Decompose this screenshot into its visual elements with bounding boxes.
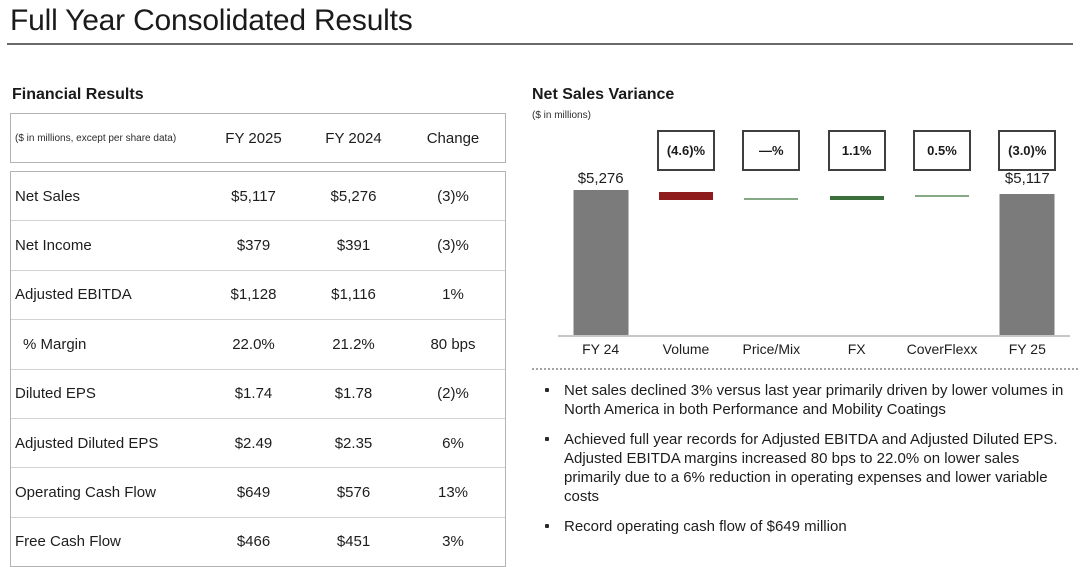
- chart-column-coverflexx: 0.5%: [899, 125, 984, 335]
- cell-fy2025: $1.74: [234, 385, 273, 403]
- net-sales-variance-heading: Net Sales Variance: [532, 86, 675, 103]
- table-row-free-cash-flow: Free Cash Flow $466 $451 3%: [11, 516, 505, 566]
- fx-variance-mark: [829, 196, 884, 200]
- cell-fy2024: $2.35: [334, 434, 373, 452]
- fy24-bar-value: $5,276: [577, 170, 624, 187]
- bullet-record-ebitda-eps: Achieved full year records for Adjusted …: [534, 430, 1076, 506]
- bullet-net-sales-decline: Net sales declined 3% versus last year p…: [534, 381, 1076, 419]
- pricemix-variance-mark: [744, 198, 799, 200]
- column-header-change: Change: [426, 129, 480, 147]
- volume-variance-mark: [658, 192, 713, 200]
- cell-fy2024: $1,116: [331, 286, 376, 304]
- row-label: Free Cash Flow: [15, 533, 121, 551]
- chart-column-volume: (4.6)%: [643, 125, 728, 335]
- chart-column-pricemix: —%: [729, 125, 814, 335]
- chart-column-fx: 1.1%: [814, 125, 899, 335]
- table-row-net-income: Net Income $379 $391 (3)%: [11, 220, 505, 269]
- cell-change: (3)%: [437, 237, 469, 255]
- coverflexx-variance-mark: [914, 195, 969, 197]
- column-header-fy2025: FY 2025: [225, 129, 282, 147]
- fy25-bar: [999, 194, 1055, 335]
- table-row-diluted-eps: Diluted EPS $1.74 $1.78 (2)%: [11, 368, 505, 418]
- cell-fy2025: $1,128: [230, 286, 277, 304]
- x-tick-volume: Volume: [662, 341, 710, 357]
- cell-fy2025: $466: [236, 533, 271, 551]
- chart-column-fy25: (3.0)% $5,117: [985, 125, 1070, 335]
- financial-table-header: ($ in millions, except per share data) F…: [10, 113, 506, 163]
- chart-column-fy24: $5,276: [558, 125, 643, 335]
- x-tick-pricemix: Price/Mix: [742, 341, 801, 357]
- cell-change: 13%: [437, 484, 469, 502]
- title-divider: [7, 43, 1073, 45]
- x-tick-fx: FX: [847, 341, 866, 357]
- row-label: Net Income: [15, 237, 92, 255]
- fy25-pct-box: (3.0)%: [998, 130, 1057, 171]
- cell-fy2025: $379: [236, 237, 271, 255]
- table-row-adjusted-ebitda: Adjusted EBITDA $1,128 $1,116 1%: [11, 269, 505, 319]
- x-tick-fy24: FY 24: [582, 341, 620, 357]
- table-row-net-sales: Net Sales $5,117 $5,276 (3)%: [11, 172, 505, 220]
- cell-change: 80 bps: [430, 335, 476, 353]
- cell-fy2025: 22.0%: [232, 335, 275, 353]
- row-label: % Margin: [23, 335, 87, 353]
- coverflexx-pct-box: 0.5%: [912, 130, 971, 171]
- bullet-record-ocf: Record operating cash flow of $649 milli…: [534, 517, 1076, 536]
- table-row-operating-cash-flow: Operating Cash Flow $649 $576 13%: [11, 467, 505, 516]
- cell-fy2024: $451: [336, 533, 371, 551]
- table-row-percent-margin: % Margin 22.0% 21.2% 80 bps: [11, 319, 505, 368]
- table-units-note: ($ in millions, except per share data): [15, 132, 177, 144]
- fy24-bar: [573, 190, 629, 335]
- x-tick-coverflexx: CoverFlexx: [906, 341, 978, 357]
- cell-change: (2)%: [437, 385, 469, 403]
- cell-fy2024: $1.78: [334, 385, 373, 403]
- column-header-fy2024: FY 2024: [325, 129, 382, 147]
- chart-x-axis-labels: FY 24 Volume Price/Mix FX CoverFlexx FY …: [558, 341, 1070, 357]
- chart-units-note: ($ in millions): [532, 110, 591, 121]
- row-label: Net Sales: [15, 187, 81, 205]
- fx-pct-box: 1.1%: [827, 130, 886, 171]
- row-label: Diluted EPS: [15, 385, 96, 403]
- financial-results-heading: Financial Results: [12, 86, 144, 103]
- row-label: Adjusted Diluted EPS: [15, 434, 159, 452]
- cell-fy2024: $5,276: [330, 187, 377, 205]
- row-label: Operating Cash Flow: [15, 484, 156, 502]
- dotted-divider: [532, 368, 1078, 370]
- cell-fy2024: $576: [336, 484, 371, 502]
- cell-change: 3%: [442, 533, 464, 551]
- row-label: Adjusted EBITDA: [15, 286, 132, 304]
- cell-change: (3)%: [437, 187, 469, 205]
- volume-pct-box: (4.6)%: [656, 130, 715, 171]
- financial-table-body: Net Sales $5,117 $5,276 (3)% Net Income …: [10, 171, 506, 567]
- cell-fy2025: $649: [236, 484, 271, 502]
- x-tick-fy25: FY 25: [1008, 341, 1046, 357]
- pricemix-pct-box: —%: [742, 130, 801, 171]
- commentary-bullets: Net sales declined 3% versus last year p…: [534, 381, 1076, 547]
- cell-fy2024: 21.2%: [332, 335, 375, 353]
- cell-fy2025: $5,117: [231, 187, 276, 205]
- page-title: Full Year Consolidated Results: [10, 4, 413, 37]
- cell-fy2024: $391: [336, 237, 371, 255]
- cell-fy2025: $2.49: [234, 434, 273, 452]
- net-sales-variance-chart: $5,276 (4.6)% —% 1.1% 0.5% (3.0)% $5,117: [558, 125, 1070, 337]
- cell-change: 6%: [442, 434, 464, 452]
- cell-change: 1%: [442, 286, 464, 304]
- table-row-adjusted-diluted-eps: Adjusted Diluted EPS $2.49 $2.35 6%: [11, 417, 505, 467]
- fy25-bar-value: $5,117: [1004, 170, 1050, 187]
